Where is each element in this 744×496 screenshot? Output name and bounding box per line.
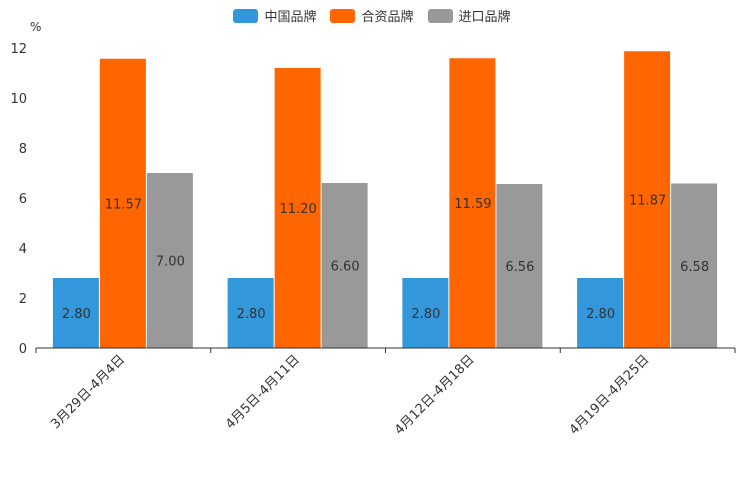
x-tick-label: 3月29日-4月4日 [48, 352, 128, 432]
bar-import[interactable] [321, 183, 368, 348]
y-axis-unit: % [30, 20, 42, 34]
bar-joint-venture[interactable] [449, 58, 496, 348]
x-tick-label: 4月19日-4月25日 [567, 352, 653, 438]
legend-swatch-domestic [233, 8, 259, 23]
bar-value-label: 2.80 [411, 307, 440, 322]
bar-import[interactable] [671, 183, 718, 349]
bar-value-label: 7.00 [156, 255, 185, 270]
y-tick-label: 0 [19, 342, 27, 357]
bar-domestic[interactable] [227, 278, 274, 348]
bar-import[interactable] [146, 173, 193, 348]
bar-domestic[interactable] [52, 278, 99, 348]
legend-label-domestic: 中国品牌 [264, 10, 317, 25]
bar-value-label: 11.57 [105, 197, 142, 212]
bar-value-label: 2.80 [237, 307, 266, 322]
y-tick-label: 8 [19, 142, 27, 157]
bar-value-label: 6.60 [331, 260, 360, 275]
legend: 中国品牌 合资品牌 进口品牌 [0, 6, 744, 25]
bar-value-label: 11.20 [280, 202, 317, 217]
legend-swatch-import [427, 8, 453, 23]
bar-value-label: 2.80 [586, 307, 615, 322]
x-tick-label: 4月5日-4月11日 [223, 352, 303, 432]
bar-import[interactable] [496, 184, 543, 348]
bar-joint-venture[interactable] [99, 58, 146, 348]
bar-value-label: 6.56 [505, 260, 534, 275]
bar-domestic[interactable] [402, 278, 449, 348]
legend-item-import[interactable]: 进口品牌 [427, 6, 511, 25]
y-tick-label: 6 [19, 192, 27, 207]
legend-swatch-joint-venture [330, 8, 356, 23]
x-tick-label: 4月12日-4月18日 [392, 352, 478, 438]
legend-label-joint-venture: 合资品牌 [361, 10, 414, 25]
bar-value-label: 11.87 [629, 194, 666, 209]
bar-value-label: 6.58 [680, 260, 709, 275]
bar-joint-venture[interactable] [624, 51, 671, 348]
bar-value-label: 2.80 [62, 307, 91, 322]
y-tick-label: 12 [10, 42, 27, 57]
y-tick-label: 2 [19, 292, 27, 307]
y-tick-label: 4 [19, 242, 27, 257]
legend-item-joint-venture[interactable]: 合资品牌 [330, 6, 414, 25]
legend-item-domestic[interactable]: 中国品牌 [233, 6, 316, 25]
bar-domestic[interactable] [577, 278, 624, 348]
y-tick-label: 10 [10, 92, 27, 107]
bar-value-label: 11.59 [454, 197, 491, 212]
bar-joint-venture[interactable] [274, 68, 321, 348]
legend-label-import: 进口品牌 [458, 10, 511, 25]
